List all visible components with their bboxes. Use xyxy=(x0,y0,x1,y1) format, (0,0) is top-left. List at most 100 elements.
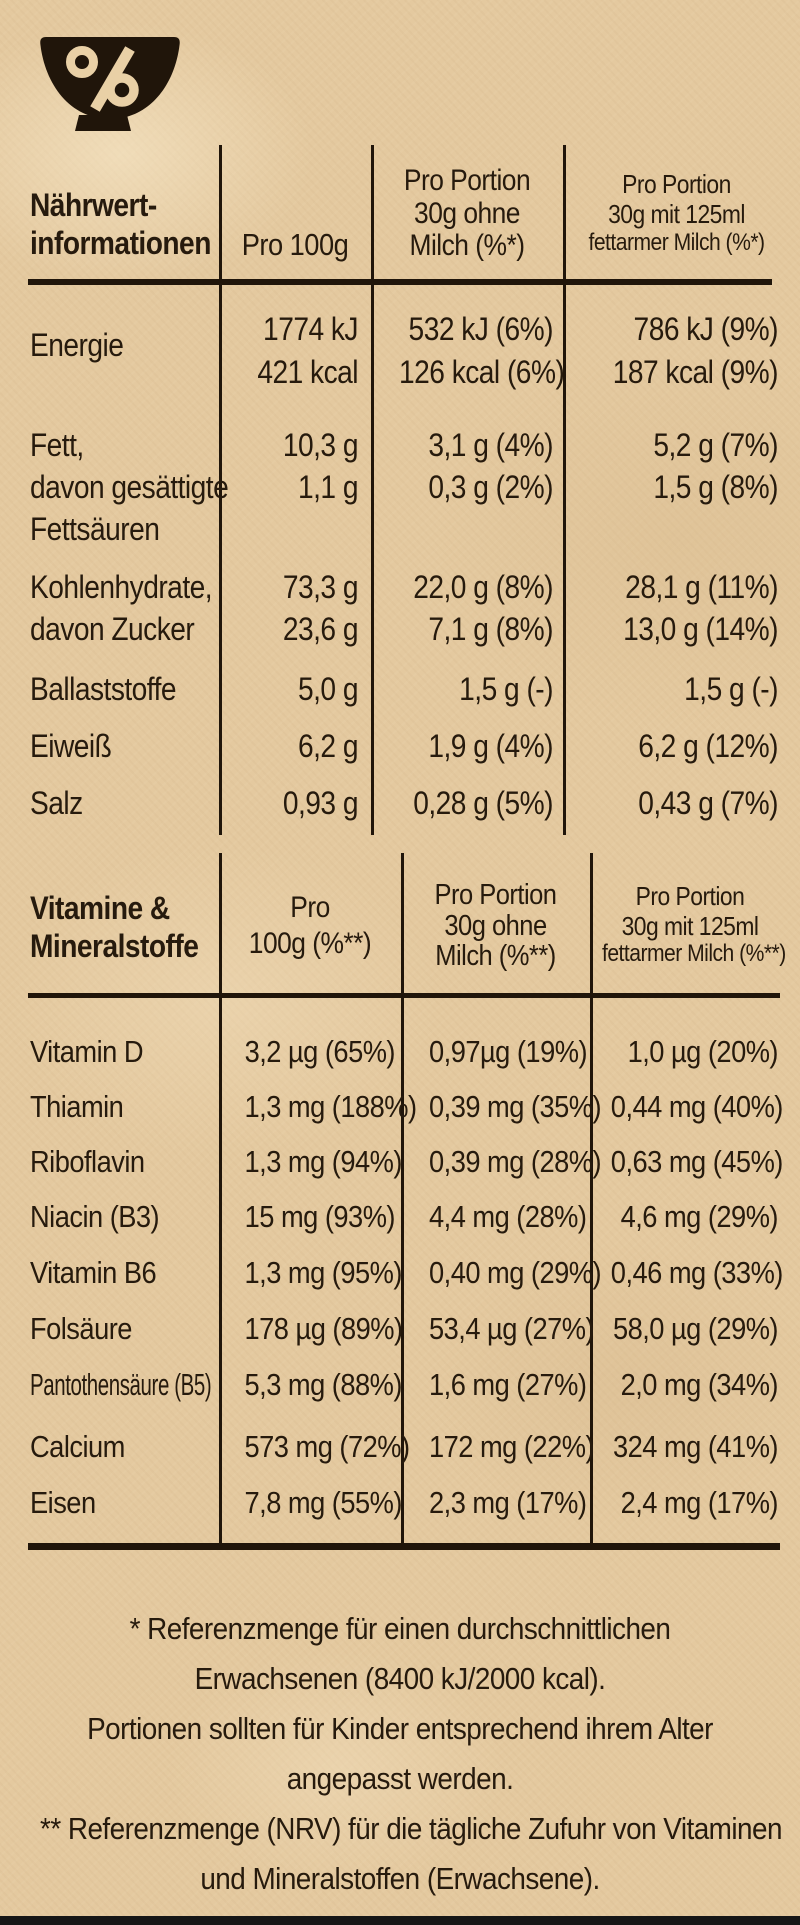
table-title: Nährwert- xyxy=(30,187,157,223)
cell-value: 0,44 mg (40%) xyxy=(610,1089,784,1124)
row-label: Kohlenhydrate, xyxy=(30,569,213,605)
cell-value: 0,39 mg (35%) xyxy=(429,1089,602,1124)
cell-value: 178 µg (89%) xyxy=(244,1311,404,1346)
cell-value: 0,28 g (5%) xyxy=(413,785,553,821)
cell-value: 0,39 mg (28%) xyxy=(429,1144,602,1179)
col-header-portion-milk: fettarmer Milch (%*) xyxy=(588,229,765,256)
cell-value: 1774 kJ xyxy=(263,311,358,347)
cell-value: 0,3 g (2%) xyxy=(428,469,553,505)
cell-value: 1,5 g (-) xyxy=(459,671,553,707)
col-header-portion-milk: fettarmer Milch (%**) xyxy=(602,940,786,967)
cell-value: 28,1 g (11%) xyxy=(625,569,778,605)
cell-value: 1,5 g (-) xyxy=(684,671,778,707)
column-divider xyxy=(563,145,566,835)
row-label: Thiamin xyxy=(30,1089,124,1124)
cell-value: 0,63 mg (45%) xyxy=(610,1144,784,1179)
row-label: Pantothensäure (B5) xyxy=(30,1367,212,1402)
row-label: Vitamin D xyxy=(30,1034,144,1069)
percent-bowl-logo xyxy=(40,37,180,131)
col-header-per100: Pro xyxy=(290,891,330,924)
cell-value: 1,9 g (4%) xyxy=(428,728,553,764)
cell-value: 2,3 mg (17%) xyxy=(429,1485,587,1520)
row-label: davon gesättigte xyxy=(30,469,229,505)
column-divider xyxy=(590,853,593,1545)
col-header-portion: Milch (%*) xyxy=(409,229,525,262)
cell-value: 5,3 mg (88%) xyxy=(244,1367,403,1402)
cell-value: 786 kJ (9%) xyxy=(633,311,779,347)
row-label: Niacin (B3) xyxy=(30,1199,160,1234)
header-separator xyxy=(28,279,772,285)
cell-value: 3,2 µg (65%) xyxy=(244,1034,396,1069)
cell-value: 126 kcal (6%) xyxy=(399,354,565,390)
row-label: Eisen xyxy=(30,1485,96,1520)
cell-value: 1,3 mg (188%) xyxy=(244,1089,418,1124)
cell-value: 421 kcal xyxy=(257,354,358,390)
header-separator xyxy=(28,993,780,998)
cell-value: 73,3 g xyxy=(282,569,359,605)
footnote: Portionen sollten für Kinder entsprechen… xyxy=(87,1711,713,1746)
cell-value: 172 mg (22%) xyxy=(429,1429,595,1464)
row-label: Fettsäuren xyxy=(30,511,160,547)
cell-value: 6,2 g (12%) xyxy=(638,728,778,764)
cell-value: 1,6 mg (27%) xyxy=(429,1367,587,1402)
col-header-per100: Pro 100g xyxy=(241,227,349,262)
footnote: angepasst werden. xyxy=(286,1761,514,1796)
package-edge-bar xyxy=(0,1916,800,1925)
col-header-portion: Milch (%**) xyxy=(435,940,556,972)
col-header-per100: 100g (%**) xyxy=(248,927,372,960)
cell-value: 324 mg (41%) xyxy=(612,1429,779,1464)
col-header-portion-milk: Pro Portion xyxy=(635,881,745,911)
cell-value: 7,1 g (8%) xyxy=(428,611,553,647)
col-header-portion-milk: 30g mit 125ml xyxy=(621,911,759,941)
cell-value: 573 mg (72%) xyxy=(244,1429,411,1464)
table-bottom-rule xyxy=(28,1543,780,1550)
cell-value: 1,3 mg (95%) xyxy=(244,1255,403,1290)
cell-value: 0,97µg (19%) xyxy=(429,1034,588,1069)
table-title: informationen xyxy=(30,225,211,261)
row-label: Fett, xyxy=(30,427,84,463)
footnote: Erwachsenen (8400 kJ/2000 kcal). xyxy=(194,1661,606,1696)
cell-value: 1,0 µg (20%) xyxy=(627,1034,779,1069)
cell-value: 4,4 mg (28%) xyxy=(429,1199,587,1234)
row-label: Riboflavin xyxy=(30,1144,145,1179)
column-divider xyxy=(401,853,404,1545)
cell-value: 1,3 mg (94%) xyxy=(244,1144,403,1179)
row-label: Salz xyxy=(30,785,83,821)
row-label: Folsäure xyxy=(30,1311,132,1346)
cell-value: 53,4 µg (27%) xyxy=(429,1311,595,1346)
cell-value: 0,93 g xyxy=(282,785,359,821)
cell-value: 58,0 µg (29%) xyxy=(612,1311,779,1346)
cell-value: 187 kcal (9%) xyxy=(612,354,779,390)
cell-value: 13,0 g (14%) xyxy=(623,611,778,647)
cell-value: 2,0 mg (34%) xyxy=(620,1367,779,1402)
col-header-portion-milk: Pro Portion xyxy=(622,169,731,199)
row-label: davon Zucker xyxy=(30,611,195,647)
col-header-portion: Pro Portion xyxy=(434,879,557,911)
row-label: Energie xyxy=(30,327,124,363)
cell-value: 6,2 g xyxy=(297,728,359,764)
cell-value: 1,1 g xyxy=(297,469,359,505)
cell-value: 2,4 mg (17%) xyxy=(620,1485,779,1520)
cell-value: 23,6 g xyxy=(282,611,359,647)
col-header-portion: Pro Portion xyxy=(403,164,531,197)
cell-value: 532 kJ (6%) xyxy=(408,311,554,347)
cell-value: 10,3 g xyxy=(282,427,359,463)
column-divider xyxy=(219,853,222,1545)
row-label: Eiweiß xyxy=(30,728,112,764)
cell-value: 4,6 mg (29%) xyxy=(620,1199,779,1234)
table-title: Mineralstoffe xyxy=(30,928,199,964)
footnote: ** Referenzmenge (NRV) für die tägliche … xyxy=(40,1811,783,1846)
row-label: Calcium xyxy=(30,1429,125,1464)
row-label: Vitamin B6 xyxy=(30,1255,157,1290)
cell-value: 5,2 g (7%) xyxy=(653,427,778,463)
column-divider xyxy=(219,145,222,835)
cell-value: 0,40 mg (29%) xyxy=(429,1255,602,1290)
cell-value: 3,1 g (4%) xyxy=(428,427,553,463)
cell-value: 15 mg (93%) xyxy=(244,1199,396,1234)
cell-value: 5,0 g xyxy=(297,671,359,707)
cell-value: 1,5 g (8%) xyxy=(653,469,778,505)
column-divider xyxy=(371,145,374,835)
footnote: * Referenzmenge für einen durchschnittli… xyxy=(129,1611,671,1646)
cell-value: 22,0 g (8%) xyxy=(413,569,553,605)
